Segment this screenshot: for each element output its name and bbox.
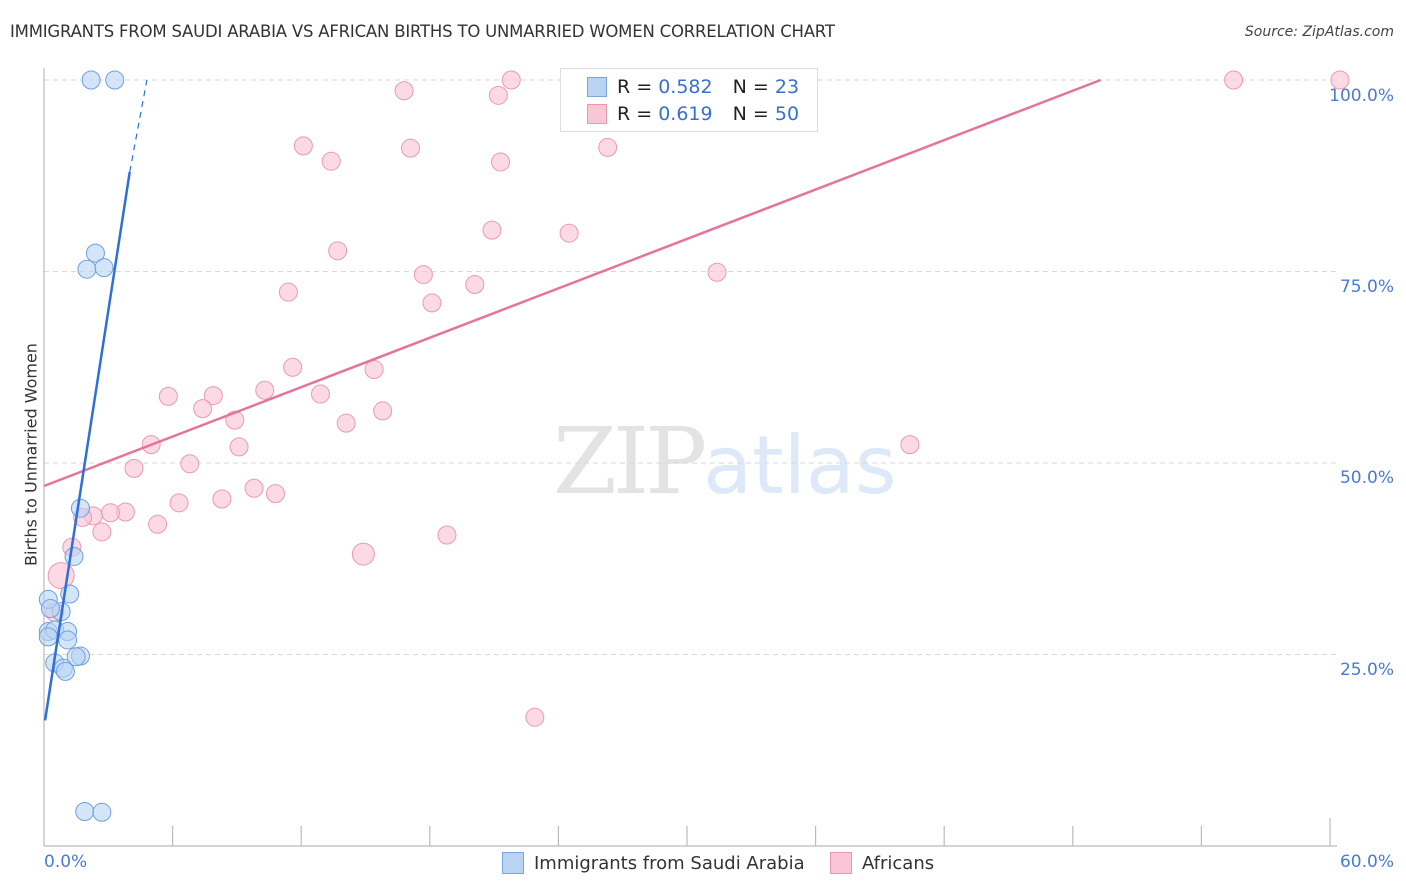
watermark-zip: ZIP <box>553 408 707 515</box>
africans-point <box>437 525 457 545</box>
correlation-legend: R = 0.582 N = 23 R = 0.619 N = 50 <box>560 68 818 132</box>
africans-point <box>169 493 189 513</box>
africans-point <box>394 81 414 101</box>
africans-point <box>900 435 920 455</box>
africans-point <box>244 478 264 498</box>
africans-point <box>212 489 232 509</box>
saudi-point <box>55 661 75 681</box>
africans-point <box>465 275 485 295</box>
saudi-trend-extension <box>129 79 148 173</box>
africans-point <box>255 380 275 400</box>
n-value: 50 <box>774 103 800 125</box>
x-tick-0: 0.0% <box>44 852 88 872</box>
saudi-point <box>81 70 101 90</box>
x-tick-60: 60.0% <box>1339 852 1394 872</box>
saudi-points <box>38 70 125 822</box>
chart-title: IMMIGRANTS FROM SAUDI ARABIA VS AFRICAN … <box>10 22 835 41</box>
africans-point <box>293 136 313 156</box>
saudi-point <box>70 498 90 518</box>
africans-point <box>598 137 618 157</box>
n-label: N = <box>732 76 769 98</box>
africans-trend-line <box>43 78 1102 488</box>
saudi-point <box>85 243 105 263</box>
africans-point <box>100 503 120 523</box>
legend-row-africans: R = 0.619 N = 50 <box>587 102 799 126</box>
africans-point <box>351 542 375 566</box>
saudi-point <box>66 647 86 667</box>
africans-point <box>501 70 521 90</box>
y-axis-title: Births to Unmarried Women <box>21 343 41 566</box>
saudi-point <box>105 70 125 90</box>
africans-point <box>278 282 298 302</box>
pink-swatch-icon <box>830 852 852 874</box>
r-label: R = <box>617 76 653 98</box>
legend-label-saudi: Immigrants from Saudi Arabia <box>534 852 805 874</box>
gridlines <box>44 79 1337 655</box>
watermark: ZIPatlas <box>553 408 897 515</box>
africans-point <box>321 151 341 171</box>
africans-point <box>203 386 223 406</box>
r-value: 0.619 <box>658 103 713 125</box>
saudi-point <box>40 599 60 619</box>
africans-point <box>229 437 249 457</box>
saudi-point <box>58 630 78 650</box>
legend-label-africans: Africans <box>862 852 935 874</box>
africans-point <box>559 223 579 243</box>
trend-lines <box>43 78 1102 721</box>
legend-item-africans[interactable]: Africans <box>830 852 934 874</box>
africans-point <box>180 454 200 474</box>
r-label: R = <box>617 103 653 125</box>
source-label: Source: ZipAtlas.com <box>1244 24 1394 40</box>
africans-points <box>45 70 1350 727</box>
africans-point <box>148 514 168 534</box>
africans-point <box>193 399 213 419</box>
saudi-point <box>77 259 97 279</box>
pink-swatch-icon <box>587 104 607 124</box>
africans-point <box>364 360 384 380</box>
africans-point <box>158 386 178 406</box>
africans-point <box>1224 70 1244 90</box>
africans-point <box>422 293 442 313</box>
n-label: N = <box>732 103 769 125</box>
saudi-point <box>75 802 95 822</box>
y-tick-100: 100.0% <box>1329 86 1394 106</box>
africans-point <box>92 522 112 542</box>
africans-point <box>1330 70 1350 90</box>
africans-point <box>310 384 330 404</box>
n-value: 23 <box>774 76 800 98</box>
blue-swatch-icon <box>587 77 607 97</box>
y-tick-50: 50.0% <box>1339 468 1394 488</box>
saudi-trend-line <box>43 171 131 721</box>
africans-point <box>328 241 348 261</box>
y-tick-75: 75.0% <box>1339 277 1394 297</box>
africans-point <box>707 262 727 282</box>
watermark-atlas: atlas <box>703 419 897 512</box>
saudi-point <box>94 258 114 278</box>
y-tick-25: 25.0% <box>1339 660 1394 680</box>
africans-point <box>283 357 303 377</box>
africans-point <box>413 265 433 285</box>
legend-item-saudi[interactable]: Immigrants from Saudi Arabia <box>502 852 805 874</box>
saudi-point <box>92 802 112 822</box>
saudi-point <box>64 546 84 566</box>
africans-point <box>373 401 393 421</box>
blue-swatch-icon <box>502 852 524 874</box>
africans-point <box>482 220 502 240</box>
axes <box>43 68 1337 847</box>
africans-point <box>265 484 285 504</box>
africans-point <box>488 85 508 105</box>
r-value: 0.582 <box>658 76 713 98</box>
saudi-point <box>38 627 58 647</box>
africans-point <box>525 707 545 727</box>
africans-point <box>124 458 144 478</box>
africans-point <box>336 413 356 433</box>
legend-row-saudi: R = 0.582 N = 23 <box>587 75 799 99</box>
africans-point <box>491 152 511 172</box>
africans-point <box>401 138 421 158</box>
